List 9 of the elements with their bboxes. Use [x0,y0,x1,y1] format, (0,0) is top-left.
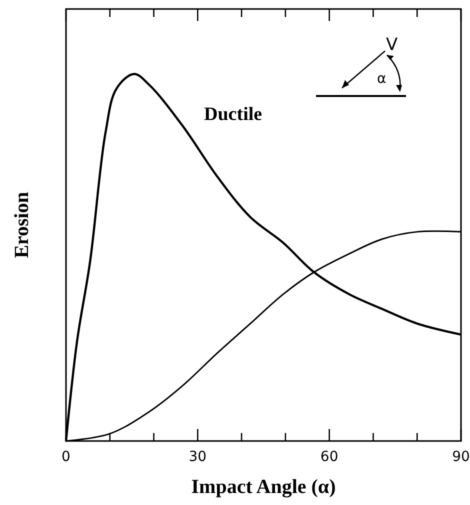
x-tick-label: 60 [320,449,338,465]
x-tick-label: 30 [188,449,207,465]
series-label: Ductile [204,104,262,125]
annotation: α [377,71,386,87]
impact-angle-diagram: V α [316,35,406,97]
x-tick-label: 0 [62,449,70,465]
x-tick-label: 90 [452,449,470,465]
y-axis-title: Erosion [11,192,33,258]
x-axis-title: Impact Angle (α) [191,476,336,498]
